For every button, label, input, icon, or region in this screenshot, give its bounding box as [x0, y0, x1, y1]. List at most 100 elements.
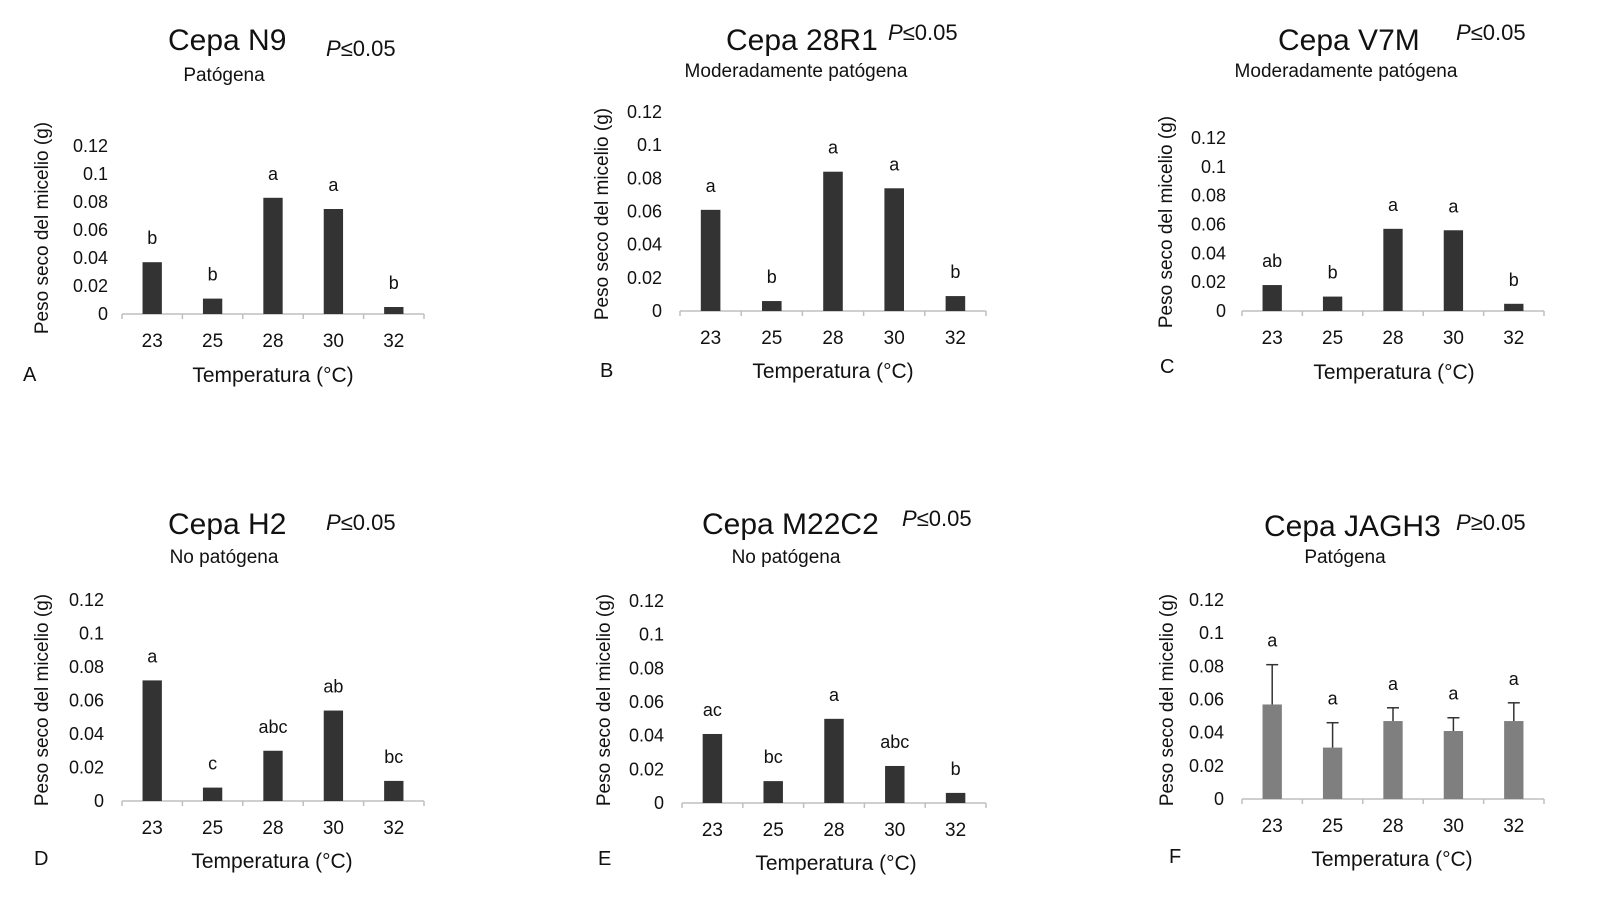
y-tick-label: 0.1 [79, 624, 104, 644]
chart-title: Cepa JAGH3 [1264, 510, 1441, 543]
chart-subtitle: Patógena [183, 65, 265, 86]
significance-letter: ab [1262, 251, 1282, 271]
significance-letter: a [828, 138, 839, 158]
chart-subtitle: Patógena [1304, 547, 1386, 568]
significance-letter: a [1509, 669, 1520, 689]
x-axis-label: Temperatura (°C) [192, 364, 354, 387]
p-symbol: P [888, 20, 903, 45]
y-tick-label: 0.04 [73, 248, 108, 268]
bar [763, 781, 783, 803]
y-tick-label: 0 [98, 304, 108, 324]
x-tick-label: 30 [884, 820, 905, 841]
significance-letter: a [889, 154, 900, 174]
significance-letter: a [147, 646, 158, 666]
bar [762, 301, 782, 311]
chart-panel-c: Cepa V7M P≤0.05 Moderadamente patógena P… [1120, 0, 1599, 420]
chart-plot: 0 0.02 0.04 0.06 0.08 0.1 0.12 b 23 b 25 a 28 a 30 b 32 [73, 136, 425, 352]
bar [384, 780, 404, 801]
bar [263, 750, 283, 801]
y-tick-label: 0.08 [627, 168, 662, 188]
bar [1443, 731, 1464, 799]
x-axis-label: Temperatura (°C) [191, 850, 353, 873]
p-value: P≤0.05 [1456, 20, 1526, 46]
x-tick-label: 23 [1262, 816, 1283, 837]
x-tick-label: 30 [323, 818, 344, 839]
y-tick-label: 0.12 [1189, 590, 1224, 610]
bar [1262, 285, 1282, 311]
y-tick-label: 0.1 [83, 164, 108, 184]
x-tick-label: 23 [700, 328, 721, 349]
p-symbol: P [1456, 20, 1471, 45]
y-tick-label: 0 [1214, 789, 1224, 809]
y-tick-label: 0.12 [629, 591, 664, 611]
bar [945, 792, 966, 803]
significance-letter: ab [323, 677, 343, 697]
chart-panel-e: Cepa M22C2 P≤0.05 No patógena Peso seco … [560, 490, 1080, 910]
y-tick-label: 0.06 [69, 691, 104, 711]
significance-letter: bc [384, 747, 403, 767]
y-tick-label: 0.08 [629, 658, 664, 678]
significance-letter: abc [258, 717, 287, 737]
x-tick-label: 23 [702, 820, 723, 841]
x-tick-label: 30 [323, 331, 344, 352]
significance-letter: abc [880, 732, 909, 752]
x-tick-label: 28 [823, 820, 844, 841]
significance-letter: b [389, 273, 399, 293]
significance-letter: b [1328, 263, 1338, 283]
chart-subtitle: Moderadamente patógena [684, 61, 908, 82]
chart-panel-d: Cepa H2 P≤0.05 No patógena Peso seco del… [0, 490, 520, 910]
x-tick-label: 30 [1443, 328, 1464, 349]
significance-letter: a [1388, 195, 1399, 215]
significance-letter: a [1267, 631, 1278, 651]
x-tick-label: 25 [1322, 816, 1343, 837]
p-threshold: ≤0.05 [1470, 20, 1526, 45]
panel-label: F [1169, 846, 1182, 868]
chart-subtitle: Moderadamente patógena [1234, 61, 1458, 82]
bar [263, 197, 283, 314]
bar [702, 733, 723, 803]
y-tick-label: 0.04 [1191, 243, 1226, 263]
significance-letter: a [1388, 674, 1399, 694]
bar [202, 298, 223, 314]
p-value: P≤0.05 [326, 510, 396, 536]
chart-plot: 0 0.02 0.04 0.06 0.08 0.1 0.12 a 23 a 25 a 28 a 30 a 32 [1189, 590, 1545, 837]
x-tick-label: 30 [1443, 816, 1464, 837]
y-tick-label: 0.1 [1201, 157, 1226, 177]
chart-plot: 0 0.02 0.04 0.06 0.08 0.1 0.12 a 23 c 25 abc 28 ab 30 b… [69, 590, 425, 839]
y-tick-label: 0.02 [1191, 272, 1226, 292]
chart-plot: 0 0.02 0.04 0.06 0.08 0.1 0.12 a 23 b 25 a 28 a 30 b 32 [627, 102, 987, 349]
bar [202, 787, 223, 801]
significance-letter: b [208, 265, 218, 285]
y-tick-label: 0.04 [69, 724, 104, 744]
y-tick-label: 0.06 [627, 202, 662, 222]
y-tick-label: 0.02 [627, 268, 662, 288]
p-threshold: ≥0.05 [1470, 510, 1526, 535]
x-tick-label: 23 [142, 818, 163, 839]
p-symbol: P [1456, 510, 1471, 535]
panel-label: A [23, 364, 37, 386]
p-value: P≥0.05 [1456, 510, 1526, 536]
significance-letter: a [328, 175, 339, 195]
x-tick-label: 23 [142, 331, 163, 352]
chart-title: Cepa N9 [168, 24, 287, 57]
significance-letter: b [767, 267, 777, 287]
p-value: P≤0.05 [888, 20, 958, 46]
significance-letter: a [268, 164, 279, 184]
significance-letter: b [950, 262, 960, 282]
bar [384, 307, 404, 314]
y-tick-label: 0.02 [73, 276, 108, 296]
significance-letter: ac [703, 700, 722, 720]
p-symbol: P [326, 36, 341, 61]
bar [142, 680, 162, 801]
significance-letter: b [951, 759, 961, 779]
y-tick-label: 0.08 [1189, 656, 1224, 676]
y-tick-label: 0.06 [1191, 215, 1226, 235]
x-axis-label: Temperatura (°C) [1311, 848, 1473, 871]
chart-panel-b: Cepa 28R1 P≤0.05 Moderadamente patógena … [560, 0, 1080, 420]
chart-subtitle: No patógena [169, 547, 279, 568]
x-tick-label: 25 [1322, 328, 1343, 349]
y-tick-label: 0.04 [629, 726, 664, 746]
chart-title: Cepa H2 [168, 508, 287, 541]
chart-title: Cepa 28R1 [726, 24, 878, 57]
panel-label: D [34, 848, 49, 870]
